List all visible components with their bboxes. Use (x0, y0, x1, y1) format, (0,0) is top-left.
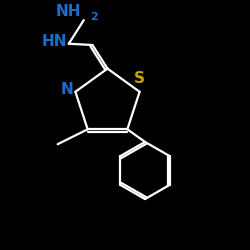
Text: S: S (134, 70, 145, 86)
Text: NH: NH (56, 4, 81, 19)
Text: 2: 2 (90, 12, 98, 22)
Text: HN: HN (42, 34, 68, 49)
Text: N: N (60, 82, 73, 97)
